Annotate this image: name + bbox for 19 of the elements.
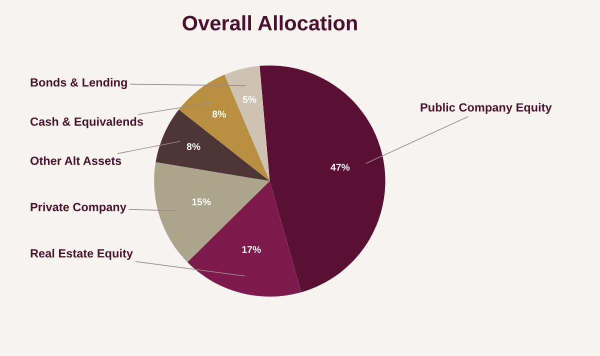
pie-slice xyxy=(260,65,386,292)
data-label: 15% xyxy=(192,198,211,206)
data-label: 8% xyxy=(212,110,226,118)
slice-label: Other Alt Assets xyxy=(30,156,122,165)
data-label: 5% xyxy=(242,96,256,103)
slice-label: Real Estate Equity xyxy=(30,248,133,260)
pie-slice xyxy=(224,66,270,182)
pie-slice xyxy=(187,181,302,297)
slice-label: Private Company xyxy=(30,202,126,214)
data-label: 47% xyxy=(330,164,350,171)
slice-label: Public Company Equity xyxy=(420,102,552,114)
pie-slice xyxy=(156,110,270,182)
pie-slice xyxy=(178,74,270,182)
data-label: 17% xyxy=(242,246,261,253)
slice-label: Bonds & Lending xyxy=(30,78,127,89)
data-label: 8% xyxy=(186,143,200,150)
pie-slice xyxy=(154,162,270,262)
chart-title: Overall Allocation xyxy=(182,15,357,31)
slice-label: Cash & Equivalends xyxy=(30,117,144,128)
